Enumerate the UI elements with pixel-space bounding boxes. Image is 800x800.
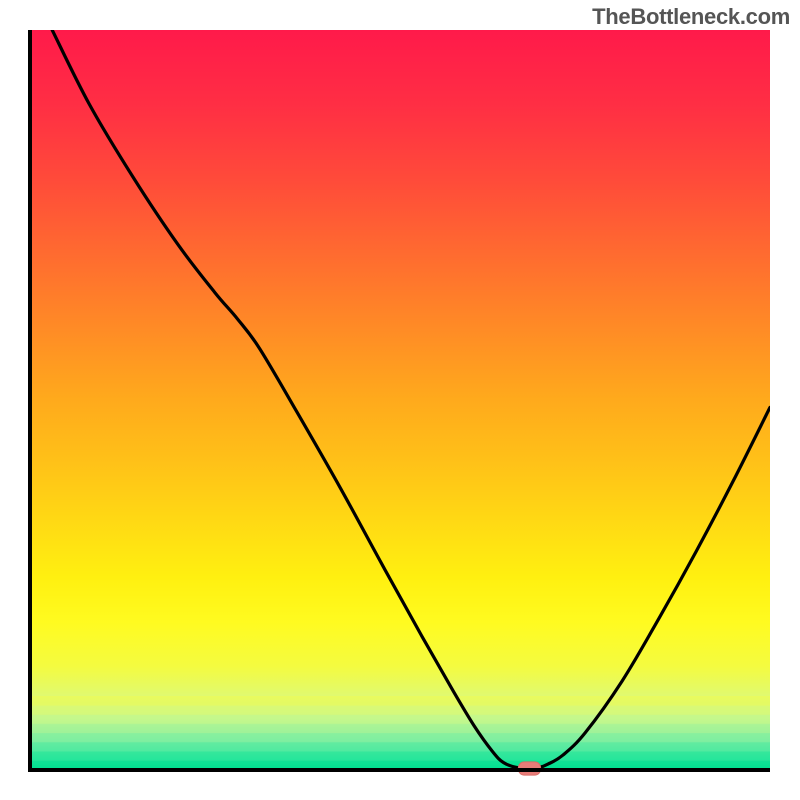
gradient-background (30, 30, 770, 770)
watermark-text: TheBottleneck.com (592, 4, 790, 30)
green-band-group (30, 696, 770, 771)
bottleneck-chart (0, 0, 800, 800)
